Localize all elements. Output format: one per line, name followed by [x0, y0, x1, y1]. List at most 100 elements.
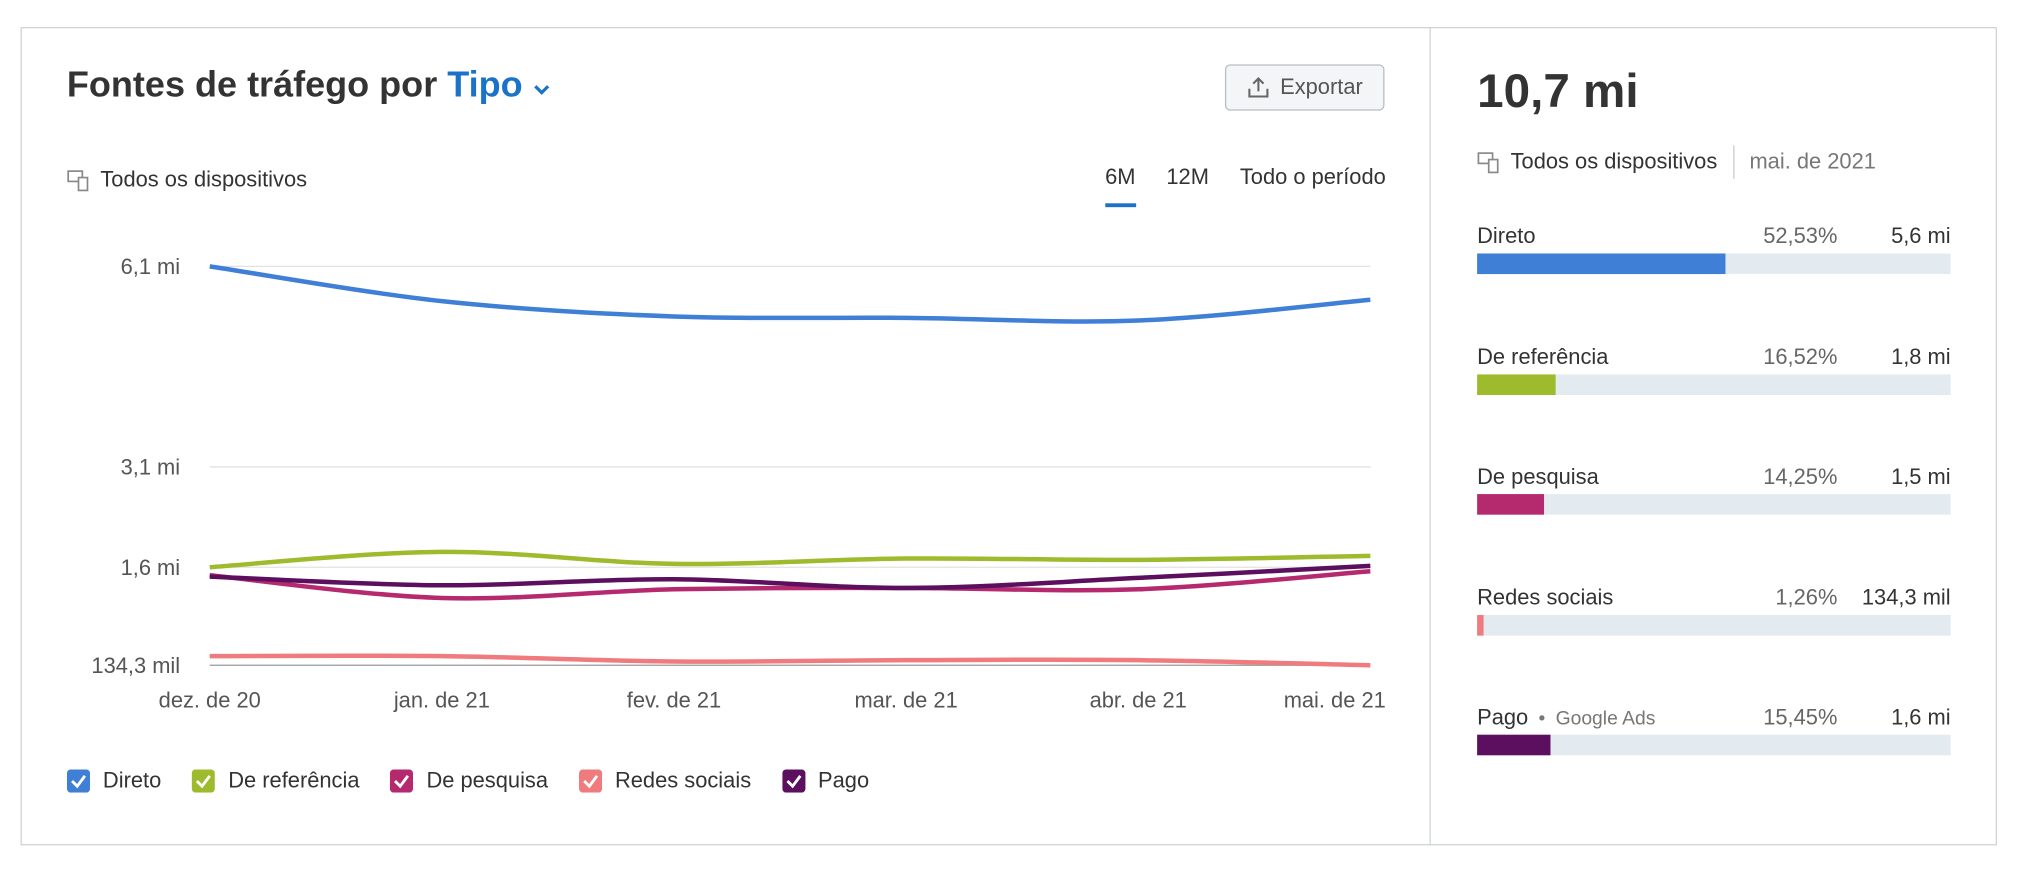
breakdown-row: De pesquisa 14,25% 1,5 mi: [1477, 464, 1951, 528]
chart: 134,3 mil 1,6 mi 3,1 mi 6,1 mi dez. de 20 jan…: [91, 254, 1386, 713]
chevron: [534, 85, 550, 95]
series-line: [209, 549, 1371, 570]
share-bar: [1477, 734, 1551, 756]
share-label: 16,52%: [1763, 344, 1838, 369]
legend-label[interactable]: Redes sociais: [614, 768, 752, 793]
value-label: 134,3 mil: [1861, 584, 1951, 610]
device-label[interactable]: Todos os dispositivos: [100, 167, 308, 192]
source-name: Redes sociais: [1477, 584, 1614, 610]
share-track: [1477, 494, 1951, 515]
legend-checkbox[interactable]: [782, 769, 806, 793]
x-tick-label: mar. de 21: [854, 688, 957, 713]
legend-label[interactable]: Direto: [102, 768, 162, 793]
legend-label[interactable]: De referência: [228, 768, 360, 793]
card: [20, 27, 1997, 846]
separator: [1732, 145, 1735, 179]
title-text: Fontes de tráfego por: [66, 64, 438, 105]
device-filter[interactable]: Todos os dispositivos: [67, 167, 307, 193]
period-tabs: 6M 12M Todo o período: [1105, 164, 1386, 208]
source-name: De referência: [1477, 344, 1609, 369]
y-tick-label: 1,6 mi: [121, 555, 181, 580]
x-tick-label: fev. de 21: [627, 688, 721, 713]
legend-item[interactable]: Pago: [782, 768, 869, 794]
share-bar: [1477, 253, 1726, 275]
type-selector[interactable]: Tipo: [447, 64, 550, 104]
legend: Direto De referência De pesquisa Redes soci…: [66, 768, 869, 794]
value-label: 1,8 mi: [1891, 344, 1951, 369]
checkmark: [71, 775, 87, 789]
row-name: Direto: [1477, 224, 1535, 250]
period-tab[interactable]: 12M: [1166, 164, 1209, 190]
legend-checkbox[interactable]: [390, 769, 414, 793]
share-bar: [1477, 614, 1484, 635]
share-label: 15,45%: [1763, 705, 1838, 730]
source-name: De pesquisa: [1477, 464, 1599, 489]
x-tick-label: dez. de 20: [159, 688, 261, 713]
y-tick-label: 134,3 mil: [91, 653, 180, 678]
legend-checkbox[interactable]: [578, 769, 603, 793]
source-note: Google Ads: [1555, 707, 1656, 730]
selector-text[interactable]: Tipo: [447, 64, 523, 105]
share-track: [1477, 614, 1951, 635]
share-bar: [1477, 373, 1556, 395]
row-name: De referência: [1477, 344, 1608, 370]
breakdown-row: De referência 16,52% 1,8 mi: [1477, 344, 1951, 408]
checkbox-fill: [66, 769, 91, 793]
series-line: [209, 264, 1371, 324]
share-label: 1,26%: [1775, 584, 1838, 610]
legend-checkbox[interactable]: [192, 769, 216, 793]
x-tick-label: jan. de 21: [393, 688, 490, 713]
breakdown-row: Direto 52,53% 5,6 mi: [1477, 224, 1951, 288]
value-label: 1,5 mi: [1891, 464, 1951, 489]
source-name: Direto: [1477, 223, 1536, 249]
checkbox-fill: [390, 769, 414, 793]
source-name: Pago: [1477, 705, 1529, 730]
checkmark: [786, 775, 802, 789]
share-track: [1477, 734, 1951, 756]
total-visits: 10,7 mi: [1477, 64, 1639, 118]
breakdown-row: Pago • Google Ads 15,45% 1,6 mi: [1477, 705, 1951, 769]
checkmark: [583, 775, 599, 789]
legend-item[interactable]: Direto: [66, 768, 162, 794]
period-tab[interactable]: Todo o período: [1239, 164, 1386, 190]
value-label: 5,6 mi: [1891, 223, 1951, 249]
export-button[interactable]: Exportar: [1224, 64, 1385, 111]
divider: [1429, 27, 1431, 846]
checkmark: [394, 775, 410, 789]
x-tick-label: abr. de 21: [1090, 688, 1187, 713]
date-label: mai. de 2021: [1749, 149, 1876, 174]
share-track: [1477, 373, 1951, 395]
legend-checkbox[interactable]: [66, 769, 91, 793]
row-name: Redes sociais: [1477, 585, 1613, 611]
breakdown-row: Redes sociais 1,26% 134,3 mil: [1477, 585, 1951, 649]
share-label: 14,25%: [1763, 464, 1838, 489]
checkbox-fill: [782, 769, 806, 793]
device-icon: [67, 170, 89, 192]
bullet: •: [1538, 707, 1546, 730]
title: Fontes de tráfego por Tipo: [67, 64, 551, 105]
period-tab[interactable]: 6M: [1105, 165, 1136, 208]
checkbox-fill: [578, 769, 603, 793]
share-label: 52,53%: [1763, 223, 1838, 249]
row-name: De pesquisa: [1477, 464, 1599, 490]
row-name: Pago • Google Ads: [1477, 705, 1655, 731]
share-track: [1477, 253, 1951, 275]
device-label: Todos os dispositivos: [1510, 149, 1718, 174]
export-icon: [1248, 77, 1269, 98]
checkbox-fill: [192, 769, 216, 793]
value-label: 1,6 mi: [1891, 705, 1951, 730]
legend-label[interactable]: Pago: [818, 768, 870, 793]
series-line: [209, 563, 1371, 591]
share-bar: [1477, 494, 1545, 515]
series-line: [209, 568, 1371, 601]
legend-item[interactable]: De referência: [192, 768, 360, 794]
summary-filter: Todos os dispositivos mai. de 2021: [1477, 145, 1876, 179]
export-label[interactable]: Exportar: [1280, 74, 1363, 100]
x-tick-label: mai. de 21: [1284, 688, 1386, 713]
device-icon: [1477, 152, 1499, 174]
legend-label[interactable]: De pesquisa: [426, 768, 549, 793]
legend-item[interactable]: Redes sociais: [578, 768, 752, 794]
legend-item[interactable]: De pesquisa: [390, 768, 548, 794]
